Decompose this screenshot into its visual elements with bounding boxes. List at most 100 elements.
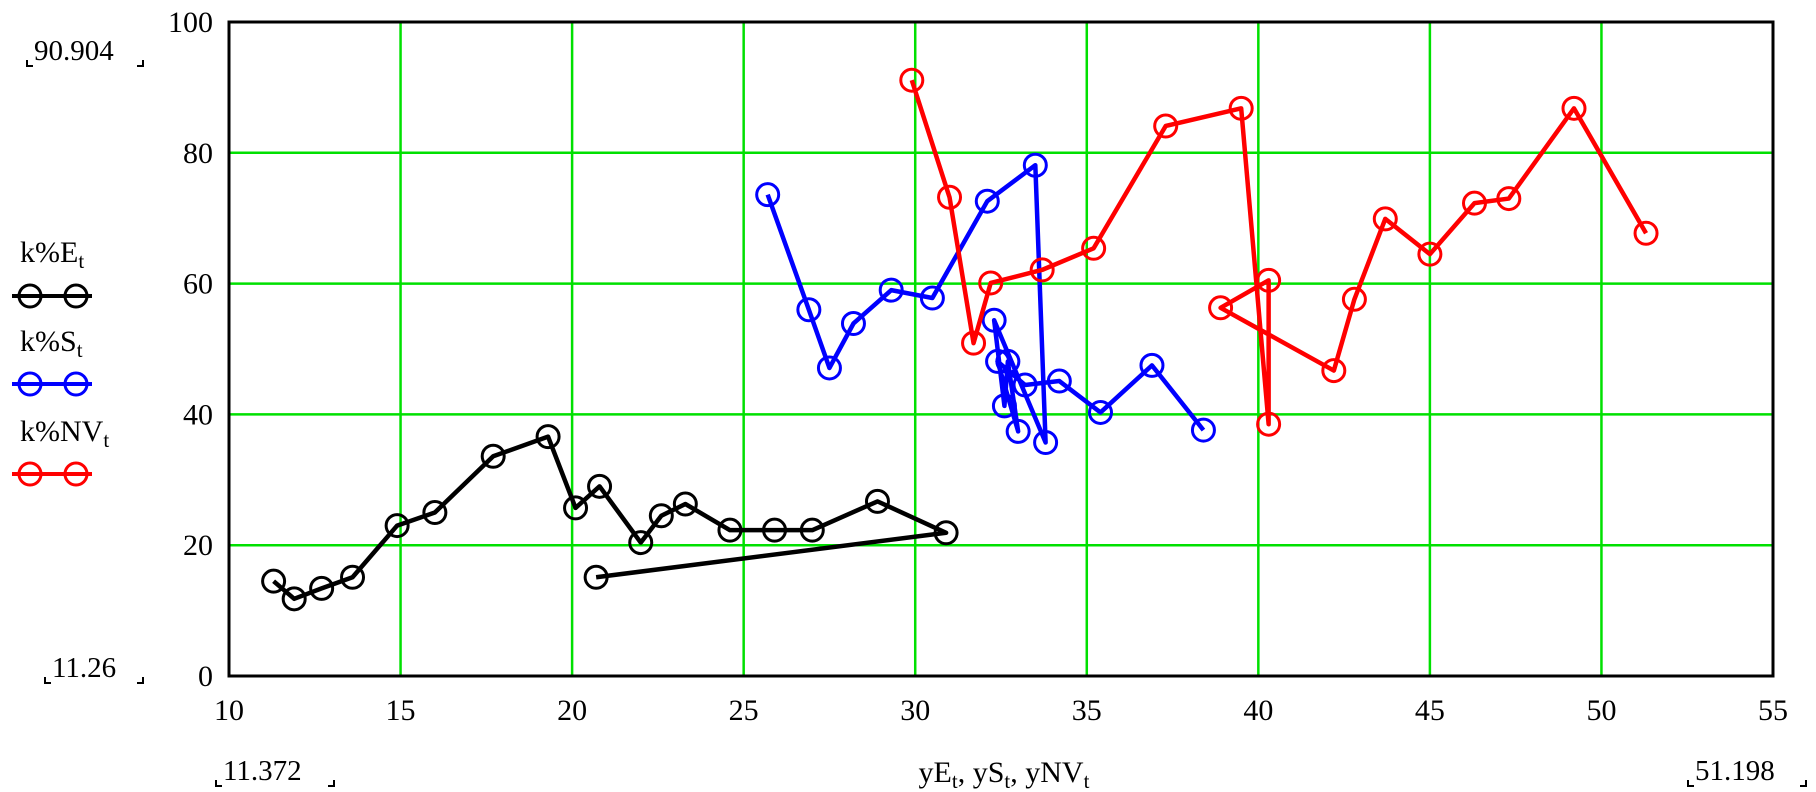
data-point xyxy=(919,285,945,311)
series-1 xyxy=(261,424,959,612)
series-line xyxy=(765,162,1206,445)
data-point xyxy=(985,348,1011,374)
y-tick-label: 40 xyxy=(183,398,213,431)
data-point xyxy=(1190,417,1216,443)
data-point xyxy=(1033,430,1059,456)
tick-labels: 10 15 20 25 30 35 40 45 50 55 0 20 40 60 80 100 xyxy=(168,6,1788,727)
y-bottom-range-label: 11.26 xyxy=(44,652,144,684)
legend-marker xyxy=(63,461,89,487)
data-point xyxy=(1461,190,1487,216)
x-left-range-label: 11.372 xyxy=(215,755,335,787)
data-point xyxy=(1256,411,1282,437)
data-point xyxy=(422,500,448,525)
data-point xyxy=(648,503,674,529)
x-tick-label: 15 xyxy=(386,694,416,727)
series-3 xyxy=(899,67,1659,437)
legend-marker xyxy=(17,461,43,487)
legend: k%Et k%St k%NVt xyxy=(12,236,109,487)
data-point xyxy=(628,530,654,556)
data-point xyxy=(974,188,1000,214)
data-point xyxy=(1417,241,1443,267)
x-tick-label: 20 xyxy=(557,694,587,727)
legend-entry-3: k%NVt xyxy=(12,415,109,487)
data-point xyxy=(1139,352,1165,378)
legend-marker xyxy=(17,283,43,309)
plot-frame xyxy=(227,20,1775,678)
data-point xyxy=(762,517,788,543)
x-tick-label: 35 xyxy=(1072,694,1102,727)
data-point xyxy=(991,393,1017,419)
legend-label: k%NVt xyxy=(20,415,109,452)
x-tick-label: 30 xyxy=(900,694,930,727)
data-point xyxy=(1633,220,1659,246)
data-point xyxy=(937,184,963,210)
data-point xyxy=(1022,152,1048,178)
data-point xyxy=(1321,358,1347,384)
legend-marker xyxy=(63,283,89,309)
data-point xyxy=(878,277,904,303)
y-tick-label: 60 xyxy=(183,268,213,301)
data-point xyxy=(840,310,866,336)
data-point xyxy=(978,270,1004,296)
data-point xyxy=(384,513,410,539)
legend-label: k%St xyxy=(20,325,83,362)
data-point xyxy=(1012,372,1038,398)
y-tick-label: 20 xyxy=(183,529,213,562)
data-point xyxy=(864,488,890,514)
data-point xyxy=(1005,418,1031,444)
grid-lines xyxy=(229,22,1773,676)
legend-entry-2: k%St xyxy=(12,325,92,397)
data-point xyxy=(796,297,822,323)
data-point xyxy=(563,495,589,521)
x-tick-label: 10 xyxy=(214,694,244,727)
data-point xyxy=(281,586,307,612)
data-point xyxy=(583,564,609,590)
legend-entry-1: k%Et xyxy=(12,236,92,309)
legend-marker xyxy=(17,371,43,397)
data-point xyxy=(995,348,1021,374)
y-tick-label: 100 xyxy=(168,6,213,39)
x-tick-label: 50 xyxy=(1586,694,1616,727)
x-axis-label: yEt, ySt, yNVt xyxy=(919,756,1090,792)
svg-text:51.198: 51.198 xyxy=(1695,755,1775,787)
data-point xyxy=(1256,267,1282,293)
data-point xyxy=(535,424,561,450)
data-point xyxy=(340,564,366,590)
data-point xyxy=(309,575,335,601)
y-tick-label: 0 xyxy=(198,660,213,693)
data-point xyxy=(480,443,506,469)
data-point xyxy=(981,307,1007,333)
series-layer xyxy=(261,67,1659,612)
data-point xyxy=(933,520,959,546)
data-point xyxy=(587,473,613,499)
x-tick-label: 45 xyxy=(1415,694,1445,727)
series-line xyxy=(272,434,949,602)
data-point xyxy=(1046,368,1072,394)
data-point xyxy=(755,182,781,208)
y-top-range-label: 90.904 xyxy=(26,35,144,67)
series-line xyxy=(909,79,1648,427)
legend-label: k%Et xyxy=(20,236,84,273)
x-tick-label: 25 xyxy=(729,694,759,727)
data-point xyxy=(672,491,698,517)
data-point xyxy=(961,330,987,356)
x-tick-label: 55 xyxy=(1758,694,1788,727)
data-point xyxy=(816,355,842,381)
svg-text:90.904: 90.904 xyxy=(34,35,114,67)
data-point xyxy=(899,67,925,93)
data-point xyxy=(1208,295,1234,321)
data-point xyxy=(1561,95,1587,121)
y-tick-label: 80 xyxy=(183,137,213,170)
data-point xyxy=(1341,286,1367,312)
data-point xyxy=(261,568,287,594)
data-point xyxy=(1228,95,1254,121)
data-point xyxy=(1029,257,1055,283)
svg-text:11.372: 11.372 xyxy=(223,755,302,787)
data-point xyxy=(717,517,743,543)
svg-text:11.26: 11.26 xyxy=(52,652,116,684)
data-point xyxy=(799,517,825,543)
x-right-range-label: 51.198 xyxy=(1687,755,1807,787)
series-2 xyxy=(755,152,1216,456)
